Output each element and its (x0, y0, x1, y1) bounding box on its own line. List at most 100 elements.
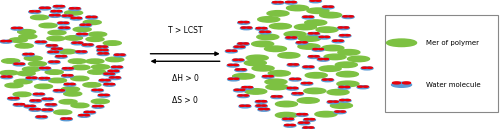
Circle shape (82, 44, 94, 47)
Circle shape (110, 73, 114, 74)
Circle shape (336, 62, 357, 67)
Circle shape (288, 87, 292, 89)
Circle shape (53, 5, 65, 8)
Circle shape (310, 119, 314, 120)
Circle shape (6, 40, 12, 42)
Circle shape (232, 59, 244, 62)
Circle shape (270, 23, 291, 29)
Circle shape (36, 100, 41, 101)
Circle shape (61, 118, 66, 119)
Circle shape (320, 12, 342, 18)
Circle shape (334, 111, 346, 114)
Circle shape (346, 99, 350, 101)
Circle shape (51, 10, 56, 12)
Circle shape (29, 10, 41, 13)
Circle shape (292, 92, 304, 95)
Circle shape (88, 32, 106, 37)
Circle shape (241, 69, 246, 70)
Circle shape (242, 86, 254, 89)
Circle shape (98, 49, 102, 51)
Circle shape (39, 7, 51, 10)
Circle shape (36, 116, 41, 117)
Circle shape (86, 24, 91, 25)
Circle shape (13, 92, 31, 97)
Circle shape (242, 87, 247, 88)
Circle shape (78, 114, 90, 117)
Circle shape (80, 24, 86, 25)
Circle shape (297, 114, 302, 115)
Circle shape (334, 101, 338, 102)
Circle shape (56, 10, 62, 12)
Circle shape (238, 59, 244, 60)
Circle shape (42, 109, 54, 112)
Circle shape (69, 7, 81, 10)
Circle shape (117, 66, 122, 67)
Circle shape (305, 72, 327, 78)
Circle shape (303, 66, 308, 67)
Circle shape (278, 53, 300, 58)
Circle shape (284, 124, 290, 126)
Circle shape (35, 41, 47, 44)
Circle shape (114, 54, 119, 55)
Circle shape (70, 17, 82, 20)
Circle shape (60, 118, 72, 121)
Circle shape (76, 33, 88, 36)
Circle shape (49, 61, 54, 62)
Circle shape (58, 27, 70, 30)
Circle shape (14, 79, 32, 84)
Circle shape (340, 111, 345, 112)
Circle shape (317, 58, 329, 61)
Circle shape (368, 67, 372, 68)
Circle shape (92, 89, 104, 92)
Circle shape (256, 101, 261, 102)
Circle shape (48, 51, 53, 52)
Circle shape (286, 37, 298, 40)
Circle shape (84, 111, 96, 114)
Circle shape (80, 24, 92, 27)
Circle shape (84, 115, 89, 116)
FancyBboxPatch shape (385, 15, 498, 112)
Circle shape (68, 15, 72, 16)
Circle shape (50, 10, 62, 13)
Circle shape (28, 53, 34, 55)
Circle shape (227, 64, 239, 67)
Circle shape (257, 34, 279, 40)
Circle shape (277, 96, 282, 97)
Circle shape (12, 27, 17, 29)
Circle shape (39, 67, 51, 70)
Circle shape (68, 59, 86, 63)
Circle shape (239, 105, 251, 108)
Circle shape (322, 6, 334, 9)
Circle shape (106, 57, 124, 62)
Circle shape (318, 58, 323, 60)
Circle shape (26, 77, 32, 78)
Circle shape (39, 78, 44, 79)
Circle shape (240, 46, 244, 47)
Circle shape (298, 93, 303, 94)
Circle shape (327, 89, 349, 95)
Circle shape (308, 55, 320, 58)
Circle shape (296, 42, 302, 43)
Circle shape (363, 86, 368, 87)
Circle shape (226, 50, 231, 51)
Circle shape (336, 71, 358, 77)
Circle shape (234, 78, 239, 79)
Circle shape (53, 90, 65, 92)
Circle shape (8, 98, 14, 99)
Circle shape (114, 54, 126, 57)
Circle shape (268, 71, 290, 76)
Circle shape (20, 63, 24, 64)
Circle shape (282, 118, 294, 121)
Circle shape (298, 122, 304, 123)
Circle shape (324, 58, 328, 60)
Circle shape (86, 16, 98, 19)
Circle shape (358, 86, 362, 87)
Circle shape (256, 105, 261, 106)
Circle shape (267, 11, 289, 16)
Circle shape (115, 77, 120, 78)
Circle shape (45, 67, 50, 69)
Circle shape (17, 71, 35, 76)
Circle shape (39, 93, 44, 95)
Circle shape (392, 82, 400, 84)
Circle shape (244, 22, 249, 23)
